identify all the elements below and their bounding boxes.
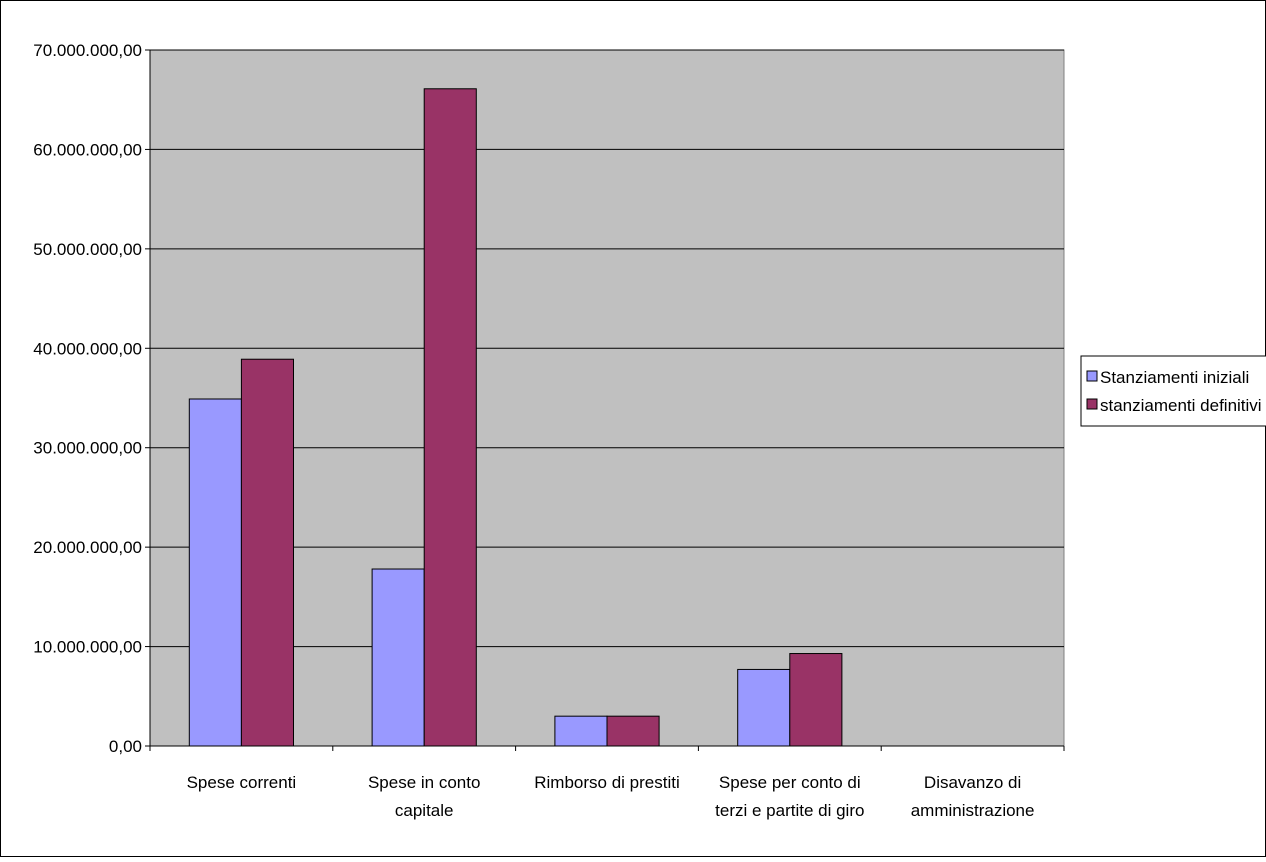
- legend-label: stanziamenti definitivi: [1100, 396, 1262, 415]
- y-tick-label: 70.000.000,00: [33, 41, 142, 60]
- bar-iniziali: [188, 398, 242, 747]
- y-tick-label: 20.000.000,00: [33, 538, 142, 557]
- x-tick-label: Spese correnti: [187, 773, 297, 792]
- x-tick-label: Spese per conto di terzi e partite di gir…: [715, 773, 864, 820]
- bar-definitivi: [423, 88, 477, 747]
- x-tick-label: Disavanzo di amministrazione: [911, 773, 1035, 820]
- bar-definitivi: [606, 715, 660, 747]
- legend-box: [1080, 355, 1266, 427]
- bar-iniziali: [737, 668, 791, 747]
- bar-iniziali: [371, 568, 425, 747]
- y-tick-label: 40.000.000,00: [33, 339, 142, 358]
- bar-definitivi: [789, 653, 843, 747]
- bar-definitivi: [240, 358, 294, 747]
- axes: [145, 49, 1065, 751]
- y-tick-label: 60.000.000,00: [33, 140, 142, 159]
- legend-swatch: [1086, 398, 1098, 410]
- legend: Stanziamenti iniziali stanziamenti defini…: [1080, 355, 1266, 427]
- x-tick-label: Spese in conto capitale: [368, 773, 480, 820]
- plot-area: [149, 49, 1065, 747]
- legend-label: Stanziamenti iniziali: [1100, 368, 1249, 387]
- y-tick-label: 0,00: [109, 737, 142, 756]
- y-tick-labels: 0,00 10.000.000,00 20.000.000,00 30.000.000…: [33, 41, 142, 756]
- legend-swatch: [1086, 370, 1098, 382]
- y-tick-label: 50.000.000,00: [33, 240, 142, 259]
- bar-iniziali: [554, 715, 608, 747]
- bars: [188, 88, 843, 747]
- y-tick-label: 30.000.000,00: [33, 439, 142, 458]
- x-tick-label: Rimborso di prestiti: [534, 773, 680, 792]
- gridlines: [150, 49, 1064, 648]
- x-tick-labels: Spese correnti Spese in conto capitale Rimb…: [187, 773, 1035, 820]
- y-tick-label: 10.000.000,00: [33, 638, 142, 657]
